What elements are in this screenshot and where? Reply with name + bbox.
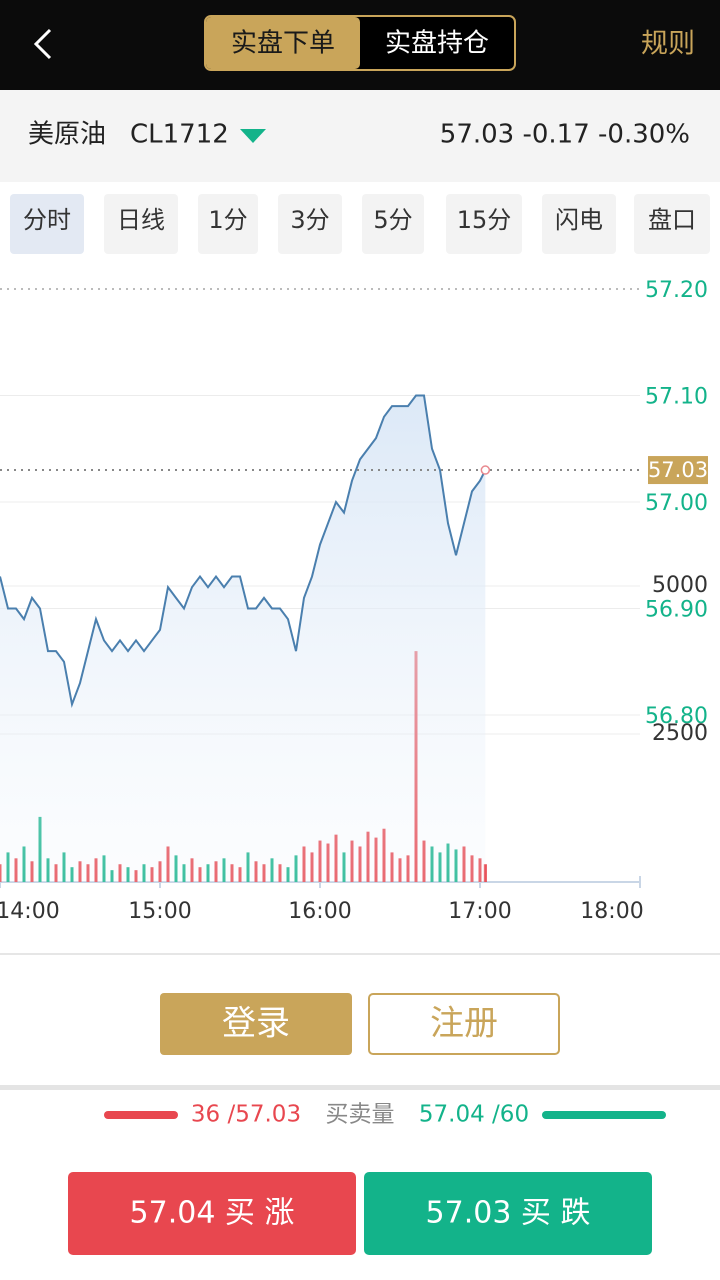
period-label[interactable]: 3分 [290, 206, 329, 234]
bid-text: 36 /57.03 [191, 1102, 301, 1128]
period-label[interactable]: 15分 [457, 206, 512, 234]
bid-bar [104, 1111, 178, 1119]
buy-down-label[interactable]: 57.03 买 跌 [426, 1196, 591, 1231]
rules-link[interactable]: 规则 [641, 29, 695, 60]
back-button[interactable] [33, 28, 52, 60]
period-label[interactable]: 盘口 [648, 206, 696, 234]
period-label[interactable]: 1分 [208, 206, 247, 234]
x-tick-label: 18:00 [580, 899, 643, 924]
last-point [480, 465, 491, 475]
quote-row [0, 90, 720, 182]
period-tab[interactable] [198, 194, 258, 254]
segment-selected [206, 17, 360, 69]
period-tab[interactable] [104, 194, 178, 254]
period-tab[interactable] [542, 194, 616, 254]
divider [0, 1085, 720, 1090]
y2-tick-label: 5000 [652, 573, 708, 598]
buy-down-button[interactable] [364, 1172, 652, 1255]
last-price-tag [648, 456, 708, 485]
period-label[interactable]: 闪电 [555, 206, 603, 234]
register-label[interactable]: 注册 [430, 1004, 498, 1044]
buy-up-button[interactable] [68, 1172, 356, 1255]
price-line [0, 394, 487, 709]
period-tab[interactable] [634, 194, 710, 254]
period-tab[interactable] [10, 194, 84, 254]
period-label[interactable]: 分时 [23, 206, 71, 234]
price-change: 57.03 -0.17 -0.30% [440, 120, 690, 150]
chart: 56.80 56.90 57.00 57.10 57.20 2500 5000 14:00 15… [0, 278, 708, 924]
buy-up-label[interactable]: 57.04 买 涨 [130, 1196, 295, 1231]
x-tick-label: 15:00 [128, 899, 191, 924]
dropdown-icon[interactable] [240, 129, 266, 143]
y-tick-label: 56.80 [645, 704, 708, 729]
x-tick-label: 17:00 [448, 899, 511, 924]
period-label[interactable]: 日线 [117, 206, 165, 234]
y-tick-label: 57.00 [645, 491, 708, 516]
y2-tick-label: 2500 [652, 721, 708, 746]
last-price-label: 57.03 [648, 458, 708, 482]
login-label[interactable]: 登录 [222, 1004, 290, 1044]
ask-text: 57.04 /60 [419, 1102, 529, 1128]
depth-label: 买卖量 [326, 1102, 395, 1128]
period-tab[interactable] [446, 194, 522, 254]
login-button[interactable] [160, 993, 352, 1055]
period-tab[interactable] [278, 194, 342, 254]
x-tick-label: 16:00 [288, 899, 351, 924]
tab[interactable]: 实盘下单 [231, 29, 335, 59]
period-label[interactable]: 5分 [373, 206, 412, 234]
ask-bar [542, 1111, 666, 1119]
period-tab[interactable] [362, 194, 424, 254]
x-tick-label: 14:00 [0, 899, 60, 924]
y-tick-label: 56.90 [645, 598, 708, 623]
y-tick-label: 57.20 [645, 278, 708, 303]
product-name[interactable]: 美原油 [28, 120, 106, 150]
y-tick-label: 57.10 [645, 385, 708, 410]
tab[interactable]: 实盘持仓 [385, 29, 489, 59]
product-code[interactable]: CL1712 [130, 120, 229, 150]
period-tabs: 分时 日线 1分 3分 5分 15分 闪电 盘口 [10, 194, 710, 254]
price-area [0, 395, 486, 882]
register-button[interactable] [368, 993, 560, 1055]
